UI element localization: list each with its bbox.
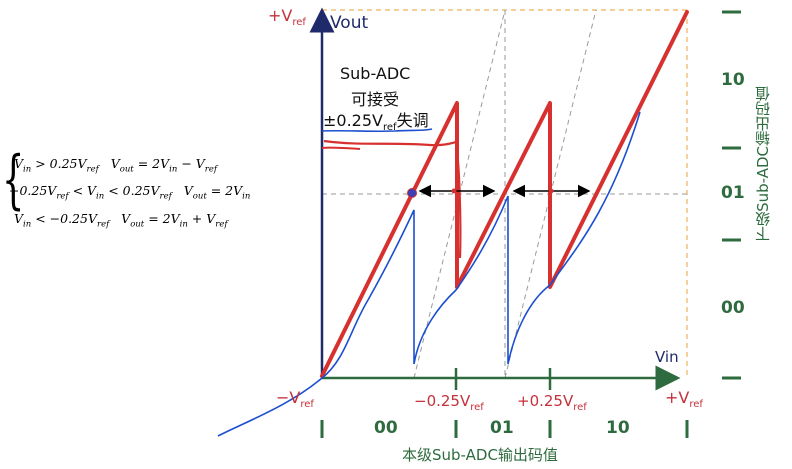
red-scribble — [323, 139, 462, 259]
equation-row-3-cond: Vin < −0.25Vref — [14, 211, 110, 230]
bottom-code-00: 00 — [374, 418, 398, 438]
x-tick-plus-label: +0.25Vref — [517, 392, 587, 413]
bottom-code-10: 10 — [606, 418, 630, 438]
equation-row-1: Vin > 0.25Vref Vout = 2Vin − Vref — [14, 156, 217, 175]
bottom-axis-title: 本级Sub-ADC输出码值 — [402, 446, 558, 464]
annotation-line2: 可接受 — [351, 90, 400, 109]
equation-row-2: −0.25Vref < Vin < 0.25Vref Vout = 2Vin — [9, 183, 250, 202]
equation-row-2-cond: −0.25Vref < Vin < 0.25Vref — [9, 183, 172, 202]
offset-markers — [451, 188, 554, 194]
right-code-00: 00 — [721, 298, 745, 318]
bottom-ticks — [320, 420, 689, 438]
right-code-10: 10 — [721, 70, 745, 90]
y-max-label: +Vref — [268, 6, 306, 29]
transfer-curve — [320, 10, 689, 378]
equation-row-3-result: Vout = 2Vin + Vref — [121, 211, 228, 230]
handdrawn-curve — [217, 111, 641, 437]
y-axis-label: Vout — [330, 13, 369, 33]
equation-brace: { — [2, 143, 25, 217]
right-ticks — [722, 10, 741, 380]
x-min-label: −Vref — [276, 388, 314, 411]
annotation-line3: ±0.25Vref失调 — [323, 111, 429, 134]
x-ticks — [454, 368, 552, 390]
equation-row-1-cond: Vin > 0.25Vref — [14, 156, 99, 175]
blue-underline — [321, 128, 433, 133]
x-tick-minus-label: −0.25Vref — [414, 392, 484, 413]
x-max-label: +Vref — [665, 388, 703, 411]
x-axis-label: Vin — [655, 348, 679, 366]
red-underline — [321, 146, 361, 150]
right-axis-title: 下级Sub-ADC输出码值 — [754, 86, 772, 242]
bottom-code-01: 01 — [490, 418, 514, 438]
equation-row-3: Vin < −0.25Vref Vout = 2Vin + Vref — [14, 211, 228, 230]
annotation-line1: Sub-ADC — [340, 64, 411, 83]
equation-row-2-result: Vout = 2Vin — [183, 183, 251, 202]
equation-row-1-result: Vout = 2Vin − Vref — [110, 156, 218, 175]
right-code-01: 01 — [721, 183, 745, 203]
intercept-dot — [407, 188, 417, 198]
